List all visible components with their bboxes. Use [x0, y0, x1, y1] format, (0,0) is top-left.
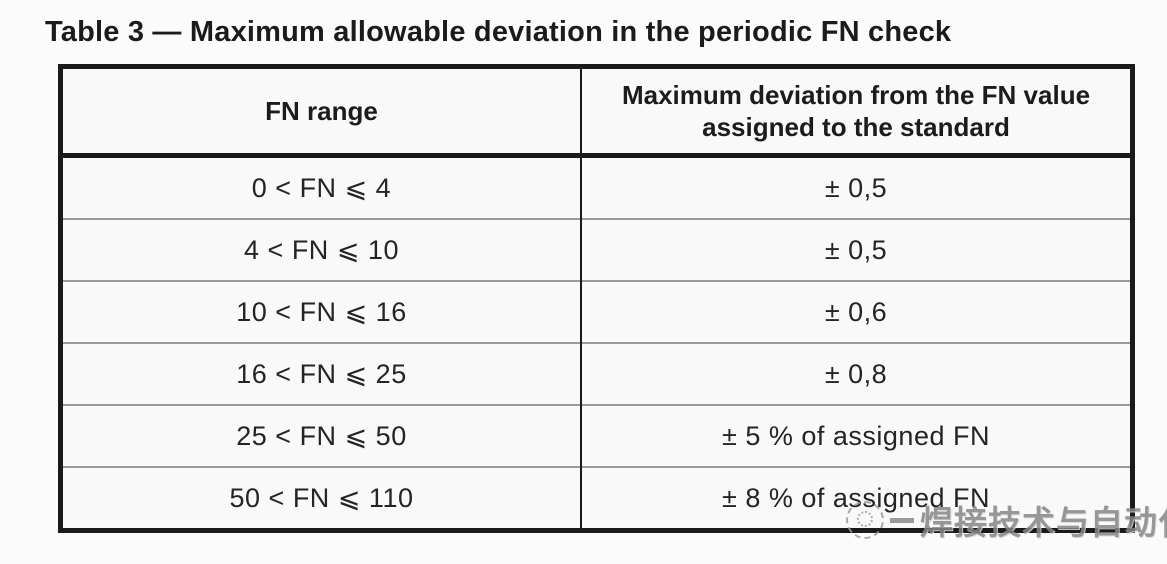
- watermark: 焊接技术与自动化: [846, 496, 1167, 544]
- watermark-text: 焊接技术与自动化: [920, 504, 1167, 541]
- fn-range-cell: 25 < FN ⩽ 50: [60, 404, 582, 467]
- table-header-row: FN range Maximum deviation from the FN v…: [60, 66, 1133, 158]
- header-max-deviation: Maximum deviation from the FN value assi…: [581, 66, 1133, 158]
- watermark-logo-icon: [846, 501, 884, 539]
- table-row: 50 < FN ⩽ 110 ± 8 % of assigned FN: [60, 466, 1133, 531]
- max-deviation-cell: ± 0,6: [581, 280, 1133, 343]
- table-row: 16 < FN ⩽ 25 ± 0,8: [60, 342, 1133, 405]
- fn-range-cell: 50 < FN ⩽ 110: [60, 466, 582, 531]
- fn-range-cell: 4 < FN ⩽ 10: [60, 218, 582, 281]
- fn-deviation-table: FN range Maximum deviation from the FN v…: [58, 64, 1135, 533]
- max-deviation-cell: ± 5 % of assigned FN: [581, 404, 1133, 467]
- table-row: 10 < FN ⩽ 16 ± 0,6: [60, 280, 1133, 343]
- table-row: 25 < FN ⩽ 50 ± 5 % of assigned FN: [60, 404, 1133, 467]
- header-fn-range: FN range: [60, 66, 582, 158]
- max-deviation-cell: ± 0,5: [581, 218, 1133, 281]
- table-caption: Table 3 — Maximum allowable deviation in…: [45, 16, 952, 48]
- watermark-dash-icon: [890, 517, 914, 523]
- table-row: 0 < FN ⩽ 4 ± 0,5: [60, 155, 1133, 219]
- table-row: 4 < FN ⩽ 10 ± 0,5: [60, 218, 1133, 281]
- header-max-deviation-label: Maximum deviation from the FN value assi…: [621, 79, 1091, 143]
- fn-range-cell: 16 < FN ⩽ 25: [60, 342, 582, 405]
- max-deviation-cell: ± 0,5: [824, 172, 888, 203]
- header-fn-range-label: FN range: [265, 95, 378, 126]
- max-deviation-cell: ± 0,8: [581, 342, 1133, 405]
- fn-range-cell: 0 < FN ⩽ 4: [60, 155, 582, 219]
- fn-range-cell: 10 < FN ⩽ 16: [60, 280, 582, 343]
